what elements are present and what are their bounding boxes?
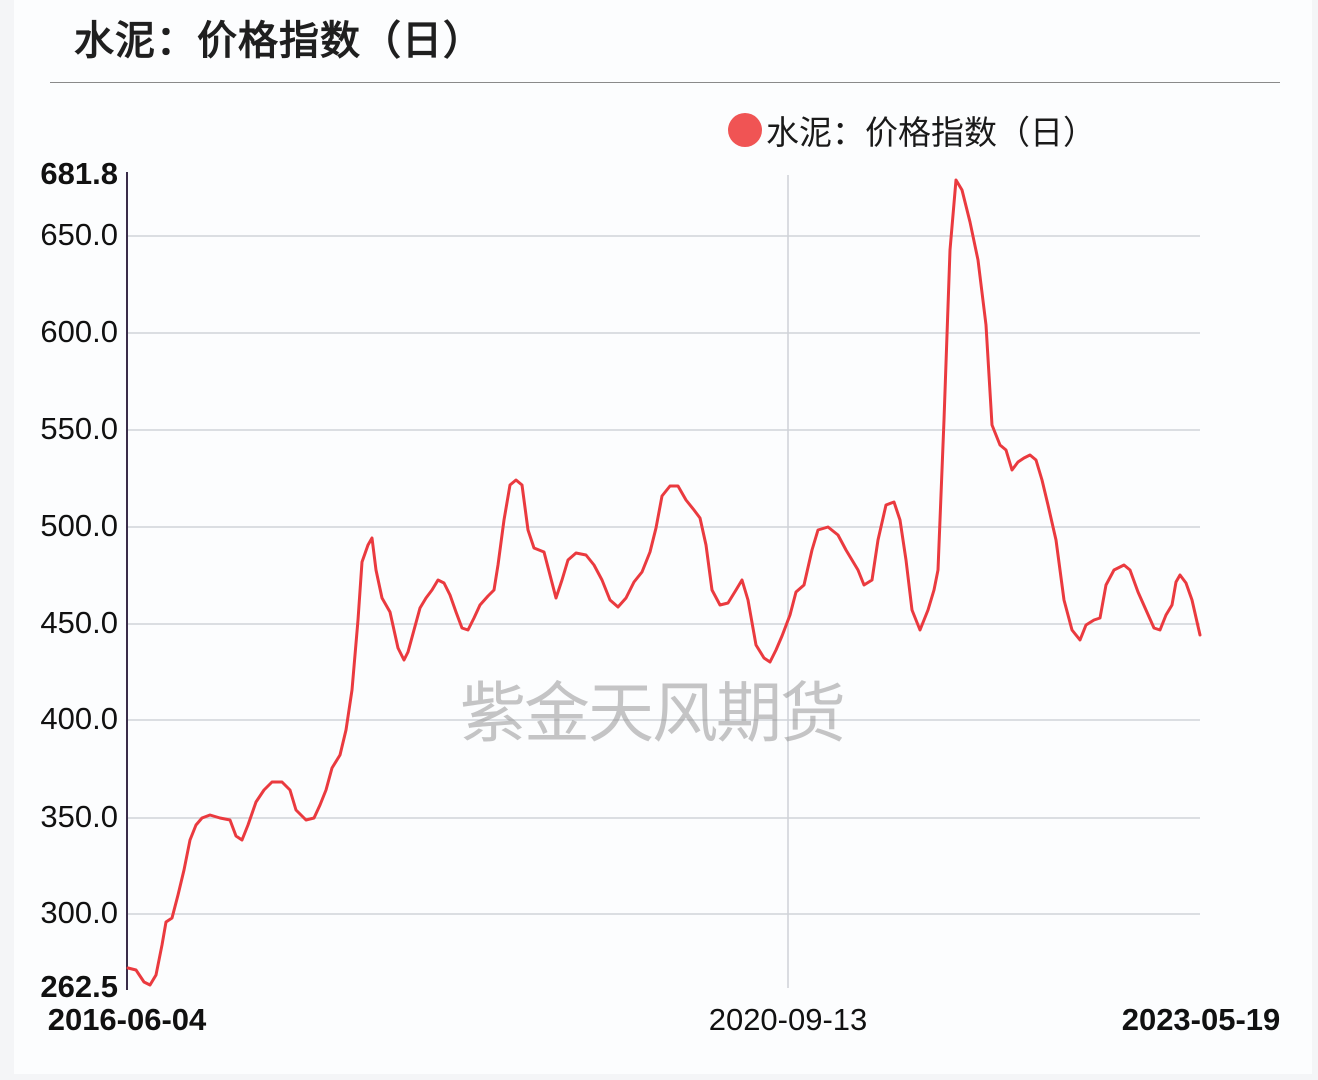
legend[interactable]: 水泥：价格指数（日） bbox=[728, 106, 1096, 154]
y-tick-max: 681.8 bbox=[40, 156, 118, 191]
x-tick-mid: 2020-09-13 bbox=[708, 1002, 868, 1037]
legend-label: 水泥：价格指数（日） bbox=[766, 113, 1096, 152]
y-tick-350: 350.0 bbox=[40, 799, 118, 834]
watermark-text: 紫金天风期货 bbox=[460, 675, 846, 752]
y-tick-400: 400.0 bbox=[40, 701, 118, 736]
legend-marker-icon bbox=[728, 113, 762, 147]
series-line[interactable] bbox=[126, 178, 1202, 987]
y-tick-min: 262.5 bbox=[40, 969, 118, 1004]
grid-lines bbox=[128, 235, 1200, 915]
title-divider bbox=[50, 82, 1280, 83]
x-tick-start: 2016-06-04 bbox=[47, 1002, 207, 1037]
x-tick-end: 2023-05-19 bbox=[1121, 1002, 1281, 1037]
y-tick-450: 450.0 bbox=[40, 605, 118, 640]
y-tick-650: 650.0 bbox=[40, 217, 118, 252]
y-tick-300: 300.0 bbox=[40, 895, 118, 930]
y-tick-600: 600.0 bbox=[40, 314, 118, 349]
y-tick-550: 550.0 bbox=[40, 411, 118, 446]
y-tick-500: 500.0 bbox=[40, 508, 118, 543]
chart-title: 水泥：价格指数（日） bbox=[74, 17, 484, 64]
chart-card bbox=[14, 0, 1312, 1074]
